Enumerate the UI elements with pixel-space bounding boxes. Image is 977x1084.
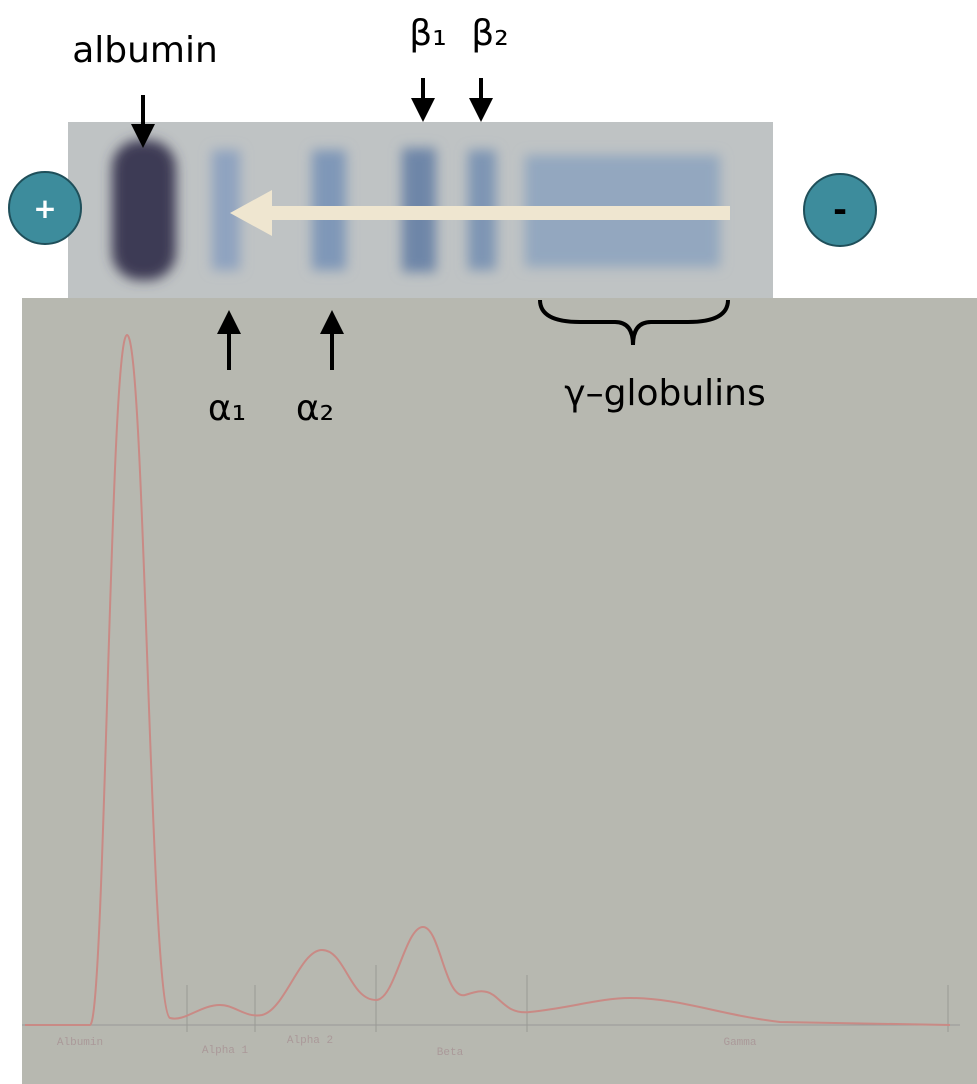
cathode-label: - bbox=[833, 191, 847, 231]
trace-label: Beta bbox=[437, 1047, 464, 1059]
anode-label: + bbox=[33, 192, 56, 225]
beta2-label: β₂ bbox=[471, 13, 508, 54]
brace bbox=[538, 299, 730, 346]
trace-label: Gamma bbox=[723, 1037, 756, 1049]
alpha1-label: α₁ bbox=[208, 388, 246, 429]
albumin-label: albumin bbox=[72, 30, 218, 71]
cathode bbox=[803, 173, 877, 247]
beta1-label: β₁ bbox=[409, 13, 446, 54]
alpha2-label: α₂ bbox=[296, 388, 334, 429]
trace-label: Alpha 1 bbox=[202, 1045, 249, 1057]
trace-label: Albumin bbox=[57, 1037, 103, 1049]
trace-background bbox=[22, 298, 977, 1084]
trace-label: Alpha 2 bbox=[287, 1035, 333, 1047]
gel-strip bbox=[68, 122, 773, 298]
trace bbox=[25, 333, 951, 1026]
anode bbox=[8, 171, 82, 245]
gamma-label: γ–globulins bbox=[564, 373, 765, 414]
